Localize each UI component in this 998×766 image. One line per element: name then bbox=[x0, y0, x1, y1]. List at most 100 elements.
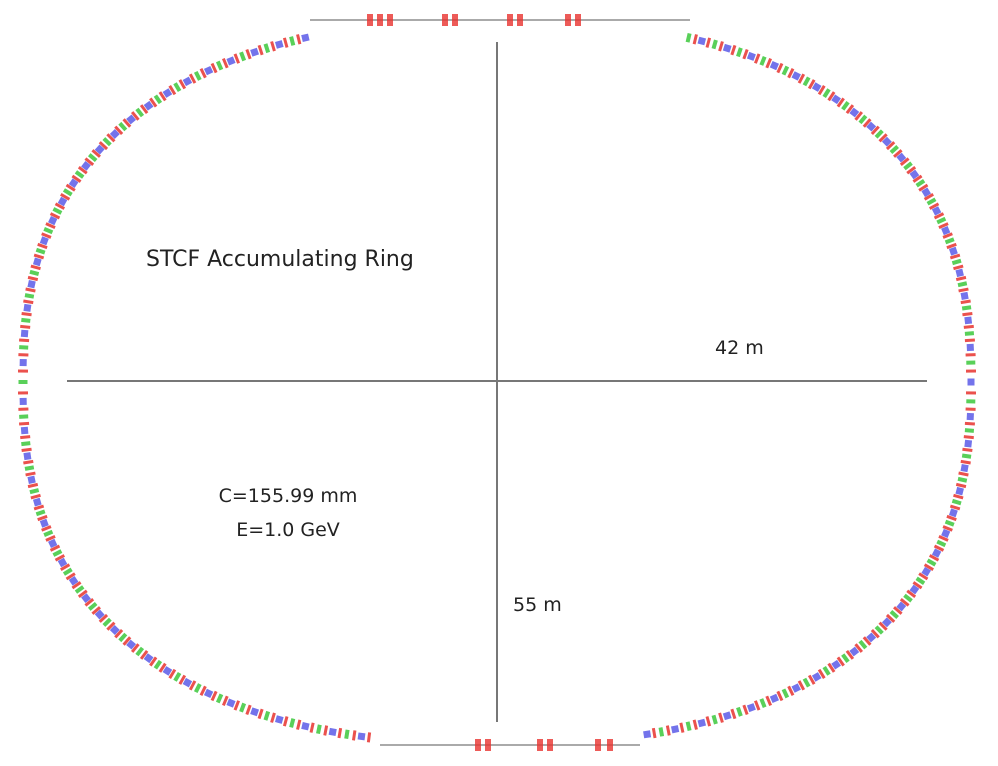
sextupole-magnet bbox=[74, 585, 85, 594]
dipole-magnet bbox=[91, 149, 101, 158]
dipole-magnet bbox=[233, 700, 240, 711]
dipole-magnet bbox=[949, 253, 961, 260]
dipole-magnet bbox=[23, 459, 34, 465]
sextupole-magnet bbox=[289, 36, 296, 46]
dipole-magnet bbox=[17, 369, 29, 373]
dipole-magnet bbox=[942, 232, 953, 239]
dipole-magnet bbox=[862, 636, 872, 646]
dipole-magnet bbox=[309, 722, 315, 733]
dipole-magnet bbox=[754, 700, 761, 711]
quadrupole-magnet bbox=[57, 557, 68, 568]
dipole-magnet bbox=[158, 91, 167, 102]
sextupole-magnet bbox=[951, 258, 962, 266]
dipole-magnet bbox=[923, 563, 934, 572]
quadrupole-magnet bbox=[909, 584, 920, 595]
dipole-magnet bbox=[233, 53, 240, 64]
sextupole-magnet bbox=[21, 441, 31, 447]
sextupole-magnet bbox=[889, 609, 899, 620]
sextupole-magnet bbox=[74, 170, 85, 179]
dipole-magnet bbox=[337, 727, 343, 739]
dipole-magnet bbox=[918, 183, 929, 192]
dipole-magnet bbox=[257, 44, 264, 56]
dipole-magnet bbox=[955, 275, 967, 282]
quadrupole-magnet bbox=[182, 76, 193, 87]
dipole-magnet bbox=[827, 662, 836, 673]
quadrupole-magnet bbox=[811, 82, 822, 92]
quadrupole-magnet bbox=[931, 206, 942, 216]
quadrupole-magnet bbox=[109, 129, 120, 139]
sextupole-magnet bbox=[18, 380, 28, 384]
sextupole-magnet bbox=[35, 247, 46, 255]
dipole-magnet bbox=[958, 287, 969, 293]
dipole-magnet bbox=[906, 589, 917, 598]
quadrupole-magnet bbox=[203, 65, 214, 76]
dipole-magnet bbox=[845, 104, 855, 114]
sextupole-magnet bbox=[736, 47, 743, 58]
dipole-magnet bbox=[807, 674, 816, 685]
sextupole-magnet bbox=[52, 207, 63, 215]
dipole-magnet bbox=[130, 111, 140, 121]
sextupole-magnet bbox=[915, 576, 926, 585]
dipole-magnet bbox=[199, 685, 207, 696]
sextupole-magnet bbox=[903, 593, 913, 603]
dipole-magnet bbox=[776, 690, 784, 702]
sextupole-magnet bbox=[858, 639, 868, 650]
dipole-magnet bbox=[18, 353, 29, 357]
dipole-magnet bbox=[938, 222, 949, 229]
straight-section-element bbox=[452, 14, 458, 26]
dipole-magnet bbox=[953, 493, 964, 500]
sextupole-magnet bbox=[841, 100, 850, 111]
sextupole-magnet bbox=[822, 666, 831, 676]
dipole-magnet bbox=[885, 613, 896, 623]
dipole-magnet bbox=[807, 79, 816, 90]
sextupole-magnet bbox=[874, 129, 884, 139]
sextupole-magnet bbox=[289, 718, 296, 728]
sextupole-magnet bbox=[736, 706, 743, 717]
dipole-magnet bbox=[19, 338, 30, 343]
dipole-magnet bbox=[923, 192, 934, 201]
dipole-magnet bbox=[845, 650, 855, 660]
quadrupole-magnet bbox=[941, 226, 951, 236]
dipole-magnet bbox=[257, 708, 264, 720]
circumference-label: C=155.99 mm bbox=[218, 485, 358, 507]
dipole-magnet bbox=[158, 662, 167, 673]
sextupole-magnet bbox=[316, 724, 322, 735]
sextupole-magnet bbox=[21, 317, 31, 323]
dipole-magnet bbox=[942, 525, 953, 532]
sextupole-magnet bbox=[802, 677, 811, 688]
dipole-magnet bbox=[893, 606, 903, 615]
quadrupole-magnet bbox=[722, 711, 732, 721]
quadrupole-magnet bbox=[746, 51, 756, 61]
dipole-magnet bbox=[765, 695, 773, 706]
dipole-magnet bbox=[270, 712, 276, 723]
straight-section-element bbox=[485, 739, 491, 751]
dipole-magnet bbox=[77, 166, 88, 175]
quadrupole-magnet bbox=[301, 33, 310, 42]
dipole-magnet bbox=[245, 704, 252, 716]
dipole-magnet bbox=[938, 535, 949, 542]
dipole-magnet bbox=[221, 695, 229, 706]
dipole-magnet bbox=[651, 727, 657, 739]
dipole-magnet bbox=[33, 253, 45, 260]
quadrupole-magnet bbox=[23, 303, 32, 312]
dipole-magnet bbox=[949, 504, 961, 511]
quadrupole-magnet bbox=[941, 528, 951, 538]
dipole-magnet bbox=[962, 447, 973, 453]
dipole-magnet bbox=[878, 621, 888, 631]
dipole-magnet bbox=[19, 421, 30, 426]
quadrupole-magnet bbox=[182, 677, 193, 688]
sextupole-magnet bbox=[944, 237, 955, 245]
quadrupole-magnet bbox=[226, 56, 236, 66]
quadrupole-magnet bbox=[32, 497, 42, 507]
dipole-magnet bbox=[679, 722, 685, 733]
dipole-magnet bbox=[893, 149, 903, 158]
dipole-magnet bbox=[199, 68, 207, 79]
sextupole-magnet bbox=[951, 498, 962, 506]
dipole-magnet bbox=[114, 629, 124, 639]
dipole-magnet bbox=[765, 58, 773, 69]
dipole-magnet bbox=[188, 680, 197, 691]
dipole-magnet bbox=[742, 704, 749, 716]
quadrupole-magnet bbox=[896, 601, 907, 612]
dipole-magnet bbox=[965, 391, 977, 395]
